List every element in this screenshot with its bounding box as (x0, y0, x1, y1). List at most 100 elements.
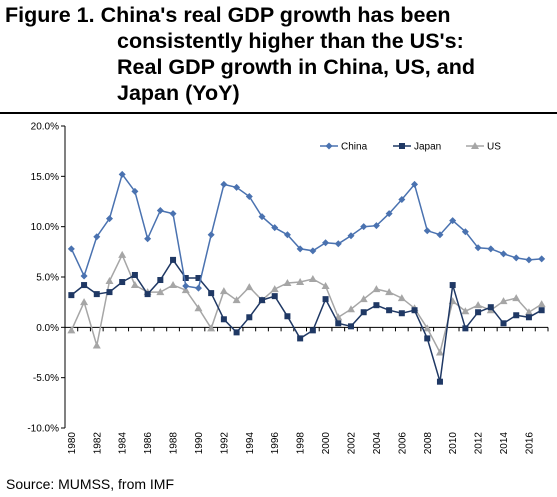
data-point-china (474, 244, 482, 252)
data-point-china (245, 192, 253, 200)
data-point-japan (68, 292, 75, 299)
data-point-japan (271, 293, 278, 300)
data-point-china (372, 222, 380, 230)
x-tick-label: 1984 (118, 432, 129, 455)
data-point-japan (284, 313, 291, 320)
data-point-japan (462, 325, 469, 332)
data-point-japan (322, 296, 329, 303)
data-point-japan (513, 312, 520, 319)
y-tick-label: 20.0% (31, 122, 59, 133)
data-point-japan (233, 329, 240, 336)
data-point-us (105, 277, 114, 285)
data-point-china (207, 231, 215, 239)
data-point-us (156, 288, 165, 296)
title-line-4: Japan (YoY) (117, 81, 240, 105)
data-point-us (524, 308, 533, 316)
data-point-china (144, 235, 152, 243)
data-point-us (397, 294, 406, 302)
data-point-japan (475, 309, 482, 316)
data-point-japan (195, 275, 202, 282)
data-point-japan (424, 335, 431, 342)
data-point-china (322, 239, 330, 247)
x-tick-label: 1980 (67, 432, 78, 455)
data-point-japan (106, 289, 113, 296)
y-tick-label: -10.0% (27, 424, 59, 435)
data-point-japan (119, 279, 126, 286)
x-tick-label: 1986 (143, 432, 154, 455)
data-point-us (372, 285, 381, 293)
data-point-china (233, 183, 241, 191)
data-point-china (461, 228, 469, 236)
title-divider (0, 112, 557, 114)
x-tick-label: 1992 (219, 432, 230, 455)
data-point-us (499, 297, 508, 305)
data-point-us (194, 304, 203, 312)
x-tick-label: 1988 (169, 432, 180, 455)
series-line-us (70, 253, 542, 355)
data-point-japan (335, 320, 342, 327)
data-point-china (271, 224, 279, 232)
data-point-us (435, 348, 444, 356)
data-point-us (207, 324, 216, 332)
series-line-china (70, 172, 542, 289)
legend-marker-us (471, 142, 479, 149)
data-point-us (359, 295, 368, 303)
data-point-china (398, 195, 406, 203)
data-point-us (512, 294, 521, 302)
data-point-japan (538, 307, 545, 314)
data-point-us (346, 305, 355, 313)
data-point-us (245, 283, 254, 291)
data-point-japan (246, 314, 253, 321)
x-tick-label: 1994 (245, 432, 256, 455)
data-point-japan (297, 335, 304, 342)
data-point-us (80, 298, 89, 306)
legend-marker-china (325, 142, 333, 150)
x-tick-label: 2010 (448, 432, 459, 455)
data-point-japan (93, 291, 100, 298)
legend-marker-japan (399, 143, 405, 149)
source-note: Source: MUMSS, from IMF (6, 476, 175, 492)
data-point-us (296, 278, 305, 286)
data-point-japan (157, 277, 164, 284)
data-point-china (423, 227, 431, 235)
data-point-china (93, 233, 101, 241)
title-line-1: Figure 1. China's real GDP growth has be… (5, 3, 451, 27)
data-point-japan (131, 271, 138, 278)
x-tick-label: 2016 (524, 432, 535, 455)
gdp-growth-line-chart: 20.0% 15.0% 10.0% 5.0% 0.0% -5.0% -10.0% 1980 19… (27, 122, 549, 455)
x-tick-label: 2014 (499, 432, 510, 455)
x-tick-label: 2000 (321, 432, 332, 455)
data-point-china (194, 284, 202, 292)
data-point-japan (170, 256, 177, 263)
data-point-china (118, 170, 126, 178)
x-tick-label: 2004 (372, 432, 383, 455)
x-tick-label: 2002 (346, 432, 357, 455)
data-point-japan (386, 307, 393, 314)
data-point-us (219, 287, 228, 295)
data-point-china (309, 247, 317, 255)
figure-title: Figure 1. China's real GDP growth has be… (5, 2, 553, 106)
x-tick-label: 2012 (474, 432, 485, 455)
data-point-china (487, 245, 495, 253)
data-point-us (67, 326, 76, 334)
x-tick-label: 1990 (194, 432, 205, 455)
data-point-japan (500, 320, 507, 327)
data-point-china (80, 272, 88, 280)
data-point-us (270, 285, 279, 293)
data-point-us (321, 282, 330, 290)
data-point-china (385, 210, 393, 218)
data-point-china (182, 282, 190, 290)
data-point-japan (525, 314, 532, 321)
data-point-us (118, 250, 127, 258)
data-point-japan (309, 327, 316, 334)
data-point-china (156, 207, 164, 215)
data-point-china (500, 250, 508, 258)
x-tick-label: 2006 (397, 432, 408, 455)
title-line-3: Real GDP growth in China, US, and (117, 55, 475, 79)
series-line-japan (70, 258, 542, 382)
title-line-2: consistently higher than the US's: (117, 29, 464, 53)
data-point-us (423, 324, 432, 332)
y-tick-label: -5.0% (33, 373, 59, 384)
data-point-china (334, 240, 342, 248)
y-tick-label: 5.0% (36, 273, 59, 284)
